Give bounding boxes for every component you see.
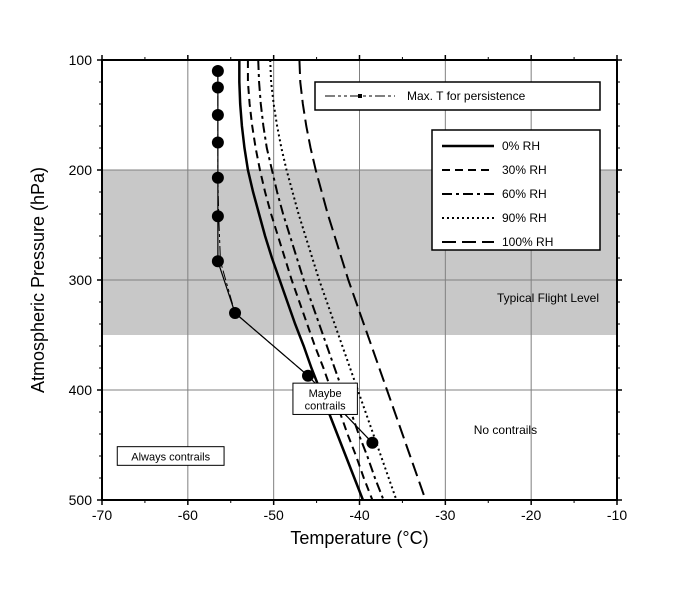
legend-persist-marker — [358, 94, 362, 98]
contrail-marker — [212, 109, 224, 121]
y-axis-label: Atmospheric Pressure (hPa) — [28, 167, 48, 393]
contrail-marker — [302, 370, 314, 382]
x-axis-label: Temperature (°C) — [290, 528, 428, 548]
ytick-label: 500 — [69, 492, 93, 508]
xtick-label: -30 — [435, 507, 455, 523]
legend-rh-label: 0% RH — [502, 139, 540, 153]
xtick-label: -60 — [178, 507, 198, 523]
label-no-contrails: No contrails — [474, 423, 537, 437]
contrail-marker — [212, 82, 224, 94]
contrail-marker — [229, 307, 241, 319]
contrail-marker — [212, 255, 224, 267]
contrail-chart: -70 -60 -50 -40 -30 -20 -10 100 200 300 400 500 Temp… — [0, 0, 675, 600]
contrail-marker — [212, 172, 224, 184]
contrail-marker — [212, 210, 224, 222]
contrail-marker — [212, 65, 224, 77]
legend-rh-label: 60% RH — [502, 187, 547, 201]
label-maybe-contrails: Maybecontrails — [293, 383, 357, 414]
ytick-label: 300 — [69, 272, 93, 288]
xtick-label: -40 — [349, 507, 369, 523]
svg-text:Maybe: Maybe — [309, 388, 342, 400]
label-always-contrails: Always contrails — [117, 447, 224, 466]
label-flight-level: Typical Flight Level — [497, 291, 599, 305]
legend-rh-label: 100% RH — [502, 235, 553, 249]
ytick-label: 200 — [69, 162, 93, 178]
ytick-label: 100 — [69, 52, 93, 68]
svg-text:Always contrails: Always contrails — [131, 451, 210, 463]
ytick-label: 400 — [69, 382, 93, 398]
legend-persist-label: Max. T for persistence — [407, 89, 526, 103]
xtick-label: -20 — [521, 507, 541, 523]
legend-rh-label: 90% RH — [502, 211, 547, 225]
svg-text:Temperature (°C): Temperature (°C) — [290, 528, 428, 548]
legend-rh-label: 30% RH — [502, 163, 547, 177]
contrail-marker — [366, 437, 378, 449]
chart-svg: -70 -60 -50 -40 -30 -20 -10 100 200 300 400 500 Temp… — [0, 0, 675, 600]
xtick-label: -50 — [264, 507, 284, 523]
svg-text:contrails: contrails — [305, 401, 346, 413]
xtick-label: -70 — [92, 507, 112, 523]
xtick-label: -10 — [607, 507, 627, 523]
contrail-marker — [212, 137, 224, 149]
